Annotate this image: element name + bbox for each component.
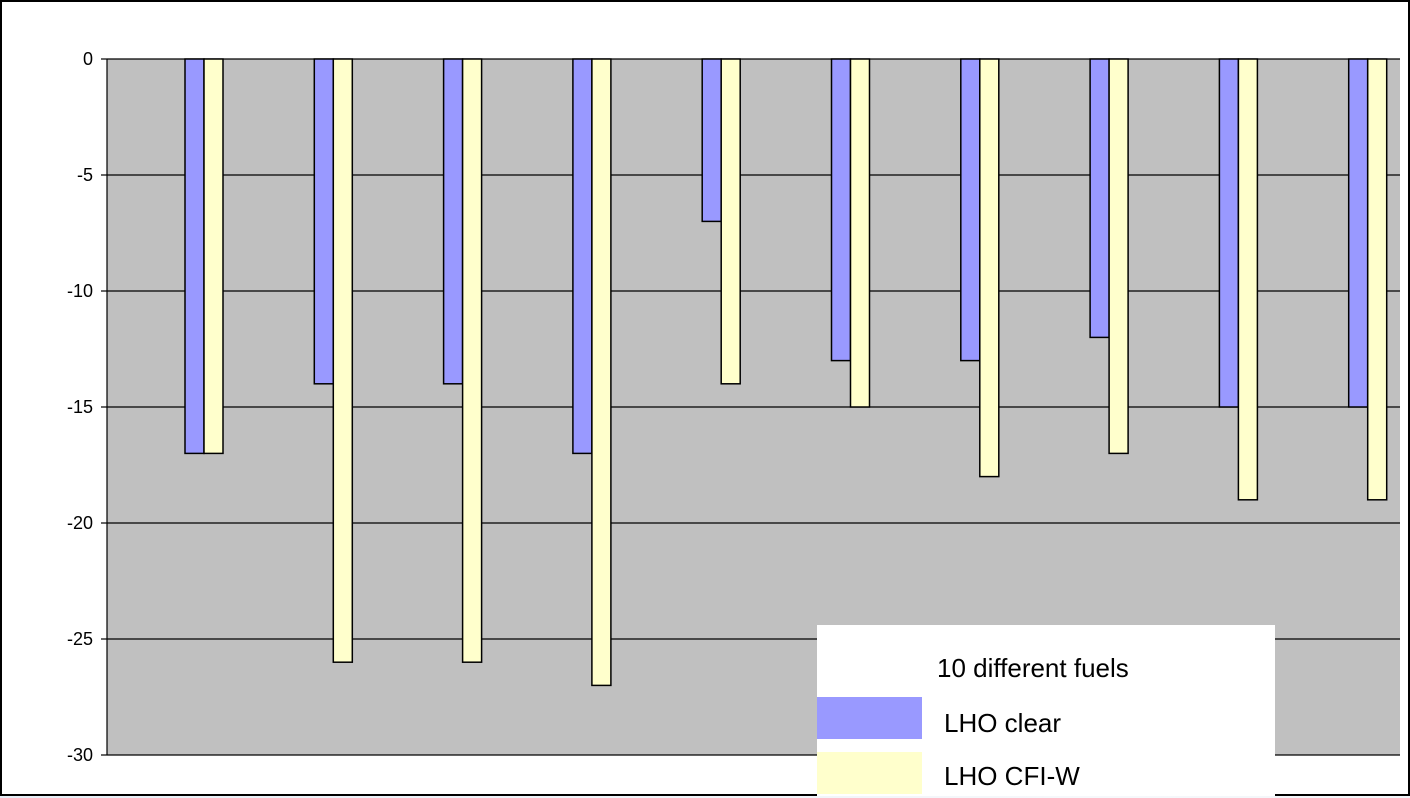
bar-lho-clear-9 — [1218, 58, 1240, 408]
legend-title: 10 different fuels — [937, 653, 1129, 683]
bar-lho-cfi-w-4 — [591, 58, 612, 687]
bar-lho-cfi-w-2 — [332, 58, 354, 663]
y-tick-label-2: -10 — [67, 281, 93, 301]
bar-lho-clear-1 — [184, 58, 205, 455]
bar-lho-clear-3 — [442, 58, 464, 385]
legend: 10 different fuels LHO clear LHO CFI-W — [817, 625, 1275, 796]
y-tick-label-4: -20 — [67, 513, 93, 533]
bar-lho-clear-5 — [701, 58, 722, 223]
y-tick-label-1: -5 — [77, 165, 93, 185]
bar-lho-cfi-w-1 — [203, 58, 224, 455]
y-tick-label-5: -25 — [67, 629, 93, 649]
legend-swatch-lho-cfi-w — [817, 752, 922, 794]
bar-lho-cfi-w-8 — [1108, 58, 1129, 455]
bar-lho-clear-10 — [1347, 58, 1369, 408]
bar-lho-clear-2 — [313, 58, 335, 385]
bar-lho-cfi-w-5 — [720, 58, 741, 385]
bar-lho-clear-7 — [960, 58, 981, 362]
legend-swatch-lho-clear — [817, 697, 922, 739]
bar-lho-cfi-w-3 — [461, 58, 483, 663]
bar-lho-clear-6 — [830, 58, 852, 362]
bar-lho-clear-4 — [572, 58, 593, 455]
y-tick-label-3: -15 — [67, 397, 93, 417]
bars — [184, 58, 1388, 687]
bar-lho-cfi-w-6 — [849, 58, 871, 408]
bar-lho-cfi-w-9 — [1237, 58, 1259, 501]
bar-lho-clear-8 — [1089, 58, 1110, 339]
bar-lho-cfi-w-7 — [979, 58, 1000, 478]
y-axis: 0 -5 -10 -15 -20 -25 -30 — [67, 49, 108, 765]
legend-label-lho-cfi-w: LHO CFI-W — [944, 761, 1080, 791]
legend-label-lho-clear: LHO clear — [944, 708, 1061, 738]
y-tick-label-0: 0 — [83, 49, 93, 69]
bar-lho-cfi-w-10 — [1366, 58, 1388, 501]
y-tick-label-6: -30 — [67, 745, 93, 765]
